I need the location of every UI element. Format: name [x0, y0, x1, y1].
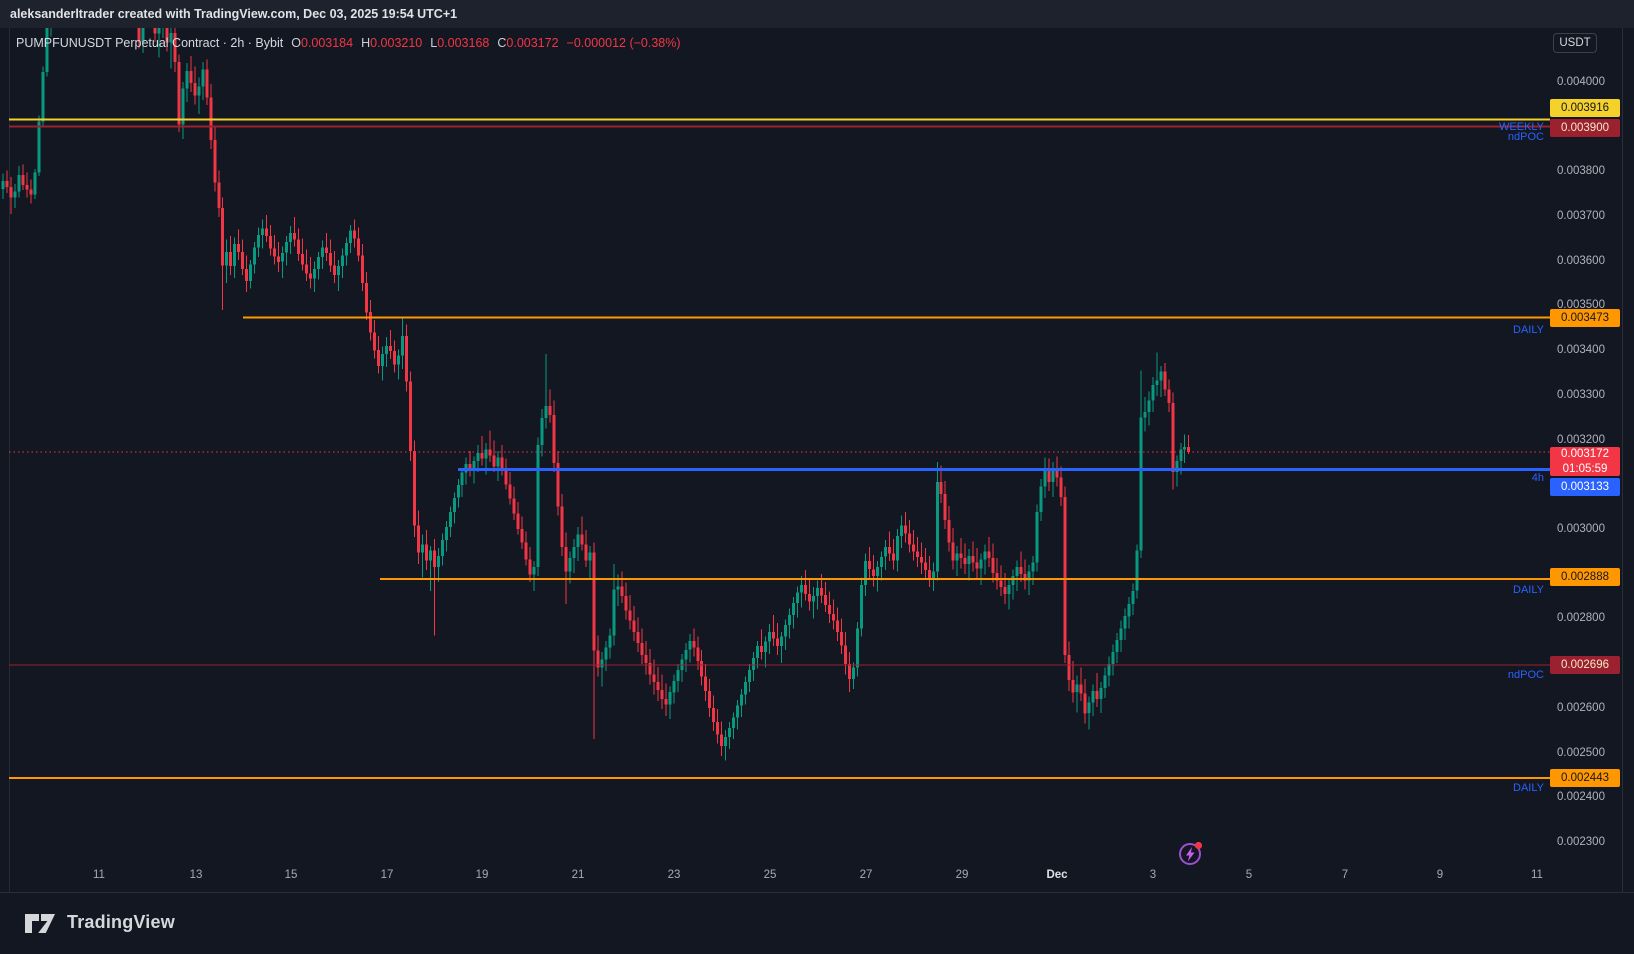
current-price-badge: 0.003172 01:05:59	[1550, 447, 1620, 476]
price-badge-ndPOC: 0.002696	[1550, 656, 1620, 674]
price-badge-DAILY: 0.002888	[1550, 568, 1620, 586]
time-label: 19	[475, 869, 489, 881]
price-tick: 0.002500	[1557, 747, 1605, 759]
price-tick: 0.003700	[1557, 210, 1605, 222]
price-badge-DAILY: 0.002443	[1550, 769, 1620, 787]
tradingview-logo-mark	[25, 914, 55, 933]
time-label: 3	[1149, 869, 1157, 881]
ohlc-low-value: 0.003168	[437, 36, 490, 50]
level-label-DAILY: DAILY	[1513, 584, 1544, 596]
ohlc-low-label: L	[430, 36, 438, 50]
price-tick: 0.003500	[1557, 299, 1605, 311]
price-tick: 0.004000	[1557, 76, 1605, 88]
price-tick: 0.002800	[1557, 612, 1605, 624]
candlestick-series	[1, 0, 1191, 761]
change-value: −0.000012 (−0.38%)	[566, 36, 681, 50]
ohlc-high-value: 0.003210	[370, 36, 423, 50]
price-tick: 0.003300	[1557, 389, 1605, 401]
time-label: 11	[1531, 869, 1543, 881]
price-badge-WEEKLY: 0.003916	[1550, 99, 1620, 117]
ohlc-values: O0.003184 H0.003210 L0.003168 C0.003172	[283, 36, 558, 50]
ohlc-close-label: C	[497, 36, 507, 50]
time-label: 5	[1245, 869, 1253, 881]
time-label: Dec	[1046, 869, 1068, 881]
tradingview-logo-text: TradingView	[67, 911, 175, 932]
price-scale-border	[1622, 28, 1623, 892]
level-label-ndPOC: ndPOC	[1507, 131, 1544, 143]
symbol-legend: PUMPFUNUSDT Perpetual Contract · 2h · By…	[16, 36, 681, 50]
time-label: 25	[763, 869, 777, 881]
time-label: 11	[93, 869, 105, 881]
time-label: 9	[1436, 869, 1444, 881]
time-label: 15	[284, 869, 298, 881]
time-label: 13	[189, 869, 203, 881]
level-label-DAILY: DAILY	[1513, 324, 1544, 336]
price-tick: 0.003600	[1557, 255, 1605, 267]
time-label: 23	[667, 869, 681, 881]
currency-toggle-button[interactable]: USDT	[1553, 33, 1597, 53]
price-tick: 0.003400	[1557, 344, 1605, 356]
price-tick: 0.002400	[1557, 791, 1605, 803]
plot-left-border	[9, 28, 10, 892]
level-label-ndPOC: ndPOC	[1507, 669, 1544, 681]
price-badge-ndPOC: 0.003900	[1550, 119, 1620, 137]
price-badge-DAILY: 0.003473	[1550, 309, 1620, 327]
symbol-title[interactable]: PUMPFUNUSDT Perpetual Contract · 2h · By…	[16, 36, 284, 50]
price-tick: 0.002600	[1557, 702, 1605, 714]
level-label-WEEKLY: WEEKLY	[1498, 121, 1544, 133]
ohlc-close-value: 0.003172	[506, 36, 559, 50]
price-tick: 0.002300	[1557, 836, 1605, 848]
time-label: 7	[1341, 869, 1349, 881]
time-label: 29	[955, 869, 969, 881]
ohlc-open-value: 0.003184	[300, 36, 354, 50]
lightning-icon[interactable]	[1178, 840, 1204, 866]
footer-bar: TradingView	[0, 892, 1634, 954]
level-label-4h: 4h	[1531, 472, 1544, 484]
time-label: 17	[380, 869, 394, 881]
attribution-bar: aleksanderltrader created with TradingVi…	[0, 0, 1634, 28]
level-label-DAILY: DAILY	[1513, 782, 1544, 794]
price-tick: 0.003200	[1557, 434, 1605, 446]
ohlc-open-label: O	[291, 36, 301, 50]
attribution-text: aleksanderltrader created with TradingVi…	[10, 7, 458, 21]
time-label: 21	[571, 869, 585, 881]
time-label: 27	[859, 869, 873, 881]
price-tick: 0.003000	[1557, 523, 1605, 535]
price-badge-4h: 0.003133	[1550, 478, 1620, 496]
ohlc-high-label: H	[361, 36, 371, 50]
price-tick: 0.003800	[1557, 165, 1605, 177]
tradingview-logo[interactable]: TradingView	[24, 907, 175, 937]
